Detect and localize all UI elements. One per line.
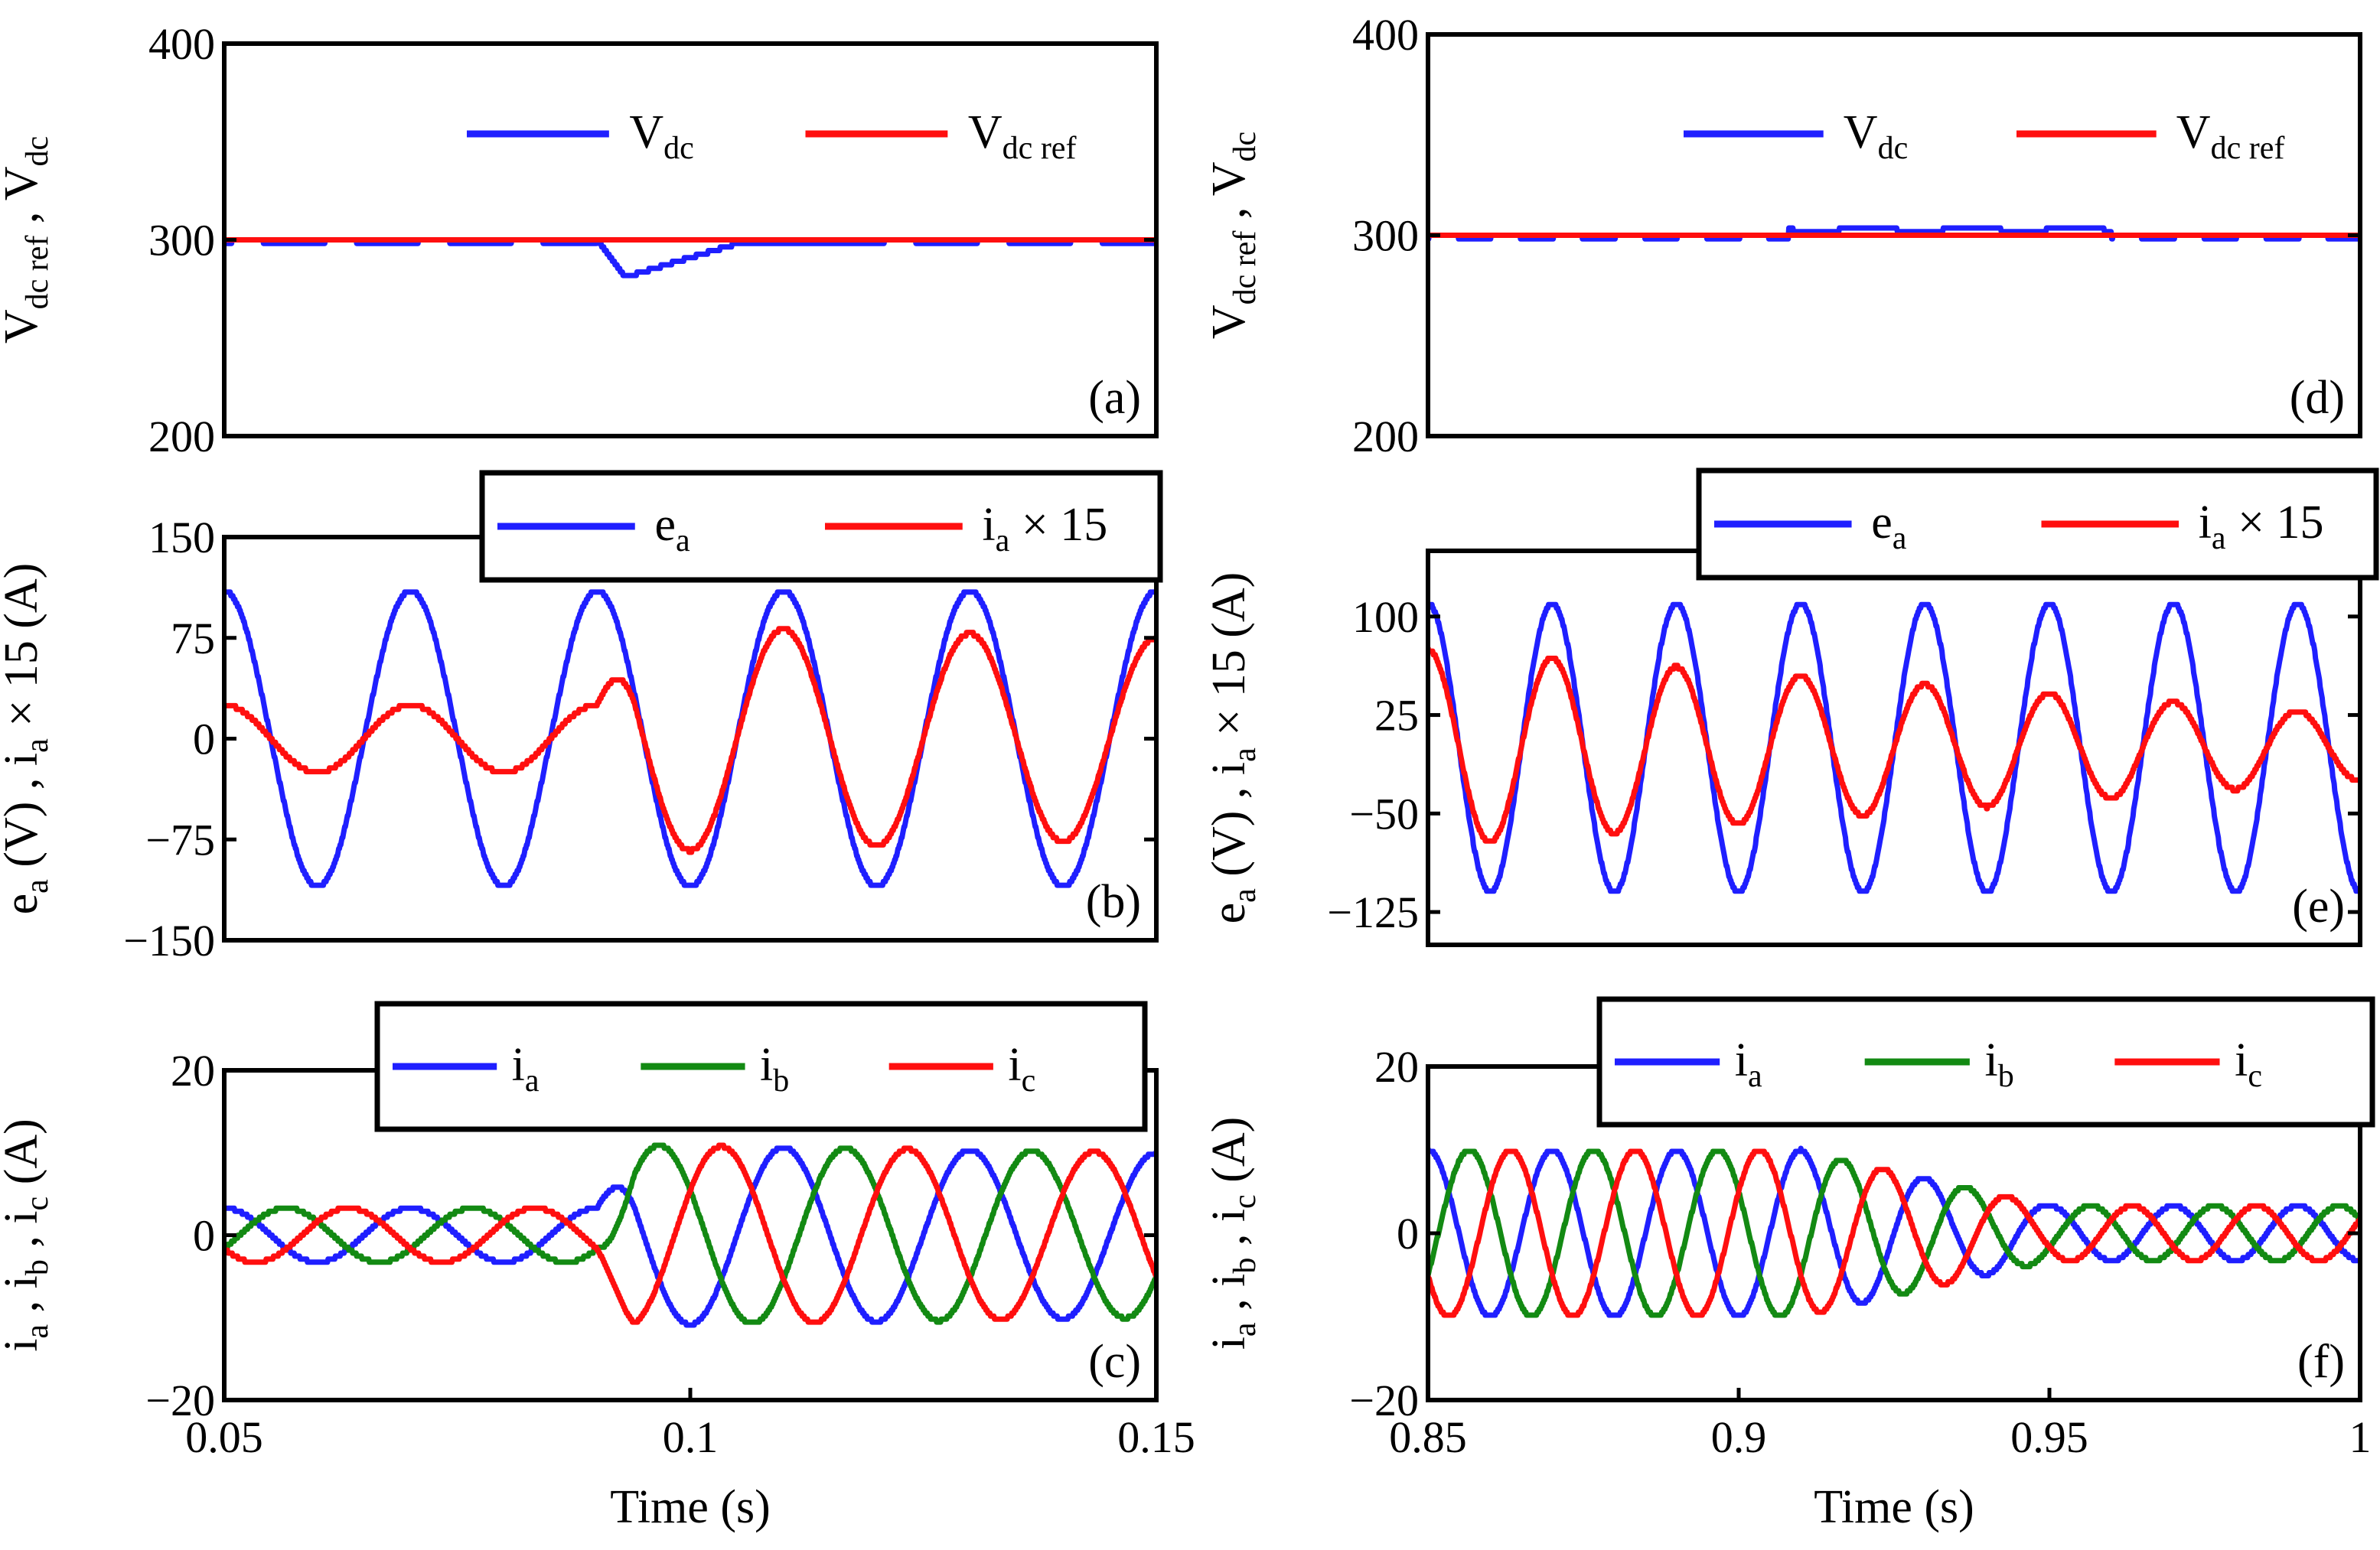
panel-label: (c) bbox=[1088, 1336, 1141, 1388]
series-line-f-ic bbox=[1428, 1148, 2360, 1318]
y-tick-label: 150 bbox=[148, 513, 215, 562]
legend-entry: ea bbox=[654, 499, 690, 558]
y-tick-label: 0 bbox=[193, 715, 215, 764]
y-axis-label: ia , ib , ic (A) bbox=[0, 1119, 55, 1352]
x-tick-label: 0.1 bbox=[663, 1412, 719, 1462]
panel-label: (e) bbox=[2292, 881, 2345, 933]
y-tick-label: 0 bbox=[193, 1211, 215, 1261]
legend-entry: ea bbox=[1871, 497, 1907, 556]
panel-label: (f) bbox=[2297, 1336, 2345, 1388]
x-tick-label: 0.85 bbox=[1389, 1412, 1467, 1462]
series-line-b-ia bbox=[224, 626, 1156, 855]
legend-entry: ia × 15 bbox=[982, 499, 1107, 558]
y-axis-label: Vdc ref , Vdc bbox=[0, 136, 55, 344]
panel-label: (d) bbox=[2290, 372, 2345, 424]
legend-entry: Vdc ref bbox=[968, 106, 1077, 166]
y-tick-label: −125 bbox=[1327, 887, 1419, 937]
y-tick-label: 200 bbox=[1352, 412, 1419, 461]
legend-box bbox=[374, 1001, 1148, 1132]
y-tick-label: −75 bbox=[145, 815, 215, 865]
y-tick-label: −50 bbox=[1349, 789, 1419, 838]
y-axis-label: ia , ib , ic (A) bbox=[1203, 1117, 1263, 1350]
panel-c: −20 0 20 0.05 0.1 0.15 Time (s) ia , ib , ic (A… bbox=[0, 1001, 1195, 1533]
series-line-f-ia bbox=[1428, 1145, 2360, 1318]
series-line-c-ia bbox=[224, 1145, 1156, 1328]
series-line-d-Vdc bbox=[1428, 225, 2360, 242]
x-tick-label: 0.9 bbox=[1711, 1412, 1767, 1462]
legend-entry: ic bbox=[1008, 1039, 1035, 1099]
y-tick-label: 20 bbox=[171, 1046, 215, 1096]
panel-label: (a) bbox=[1088, 372, 1141, 424]
series-line-c-ic bbox=[224, 1142, 1156, 1325]
y-tick-label: −150 bbox=[123, 916, 215, 965]
legend-box bbox=[1596, 996, 2375, 1128]
x-tick-label: 1 bbox=[2349, 1412, 2372, 1462]
x-axis-label: Time (s) bbox=[1814, 1481, 1974, 1533]
y-tick-label: 300 bbox=[1352, 211, 1419, 261]
panel-f: −20 0 20 0.85 0.9 0.95 1 Time (s) ia , ib , ic (… bbox=[1203, 996, 2375, 1533]
y-tick-label: 400 bbox=[1352, 10, 1419, 60]
x-tick-label: 0.15 bbox=[1117, 1412, 1195, 1462]
y-axis-label: ea (V) , ia × 15 (A) bbox=[1203, 572, 1263, 924]
y-tick-label: 25 bbox=[1374, 691, 1419, 741]
panel-e: −125 −50 25 100 ea (V) , ia × 15 (A) (e) ea ia … bbox=[1203, 467, 2379, 947]
legend-entry: ia bbox=[512, 1039, 540, 1099]
y-tick-label: 400 bbox=[148, 19, 215, 69]
y-tick-label: 200 bbox=[148, 412, 215, 461]
legend-entry: Vdc bbox=[1844, 106, 1908, 166]
panel-b: −150 −75 0 75 150 ea (V) , ia × 15 (A) (b) ea ia… bbox=[0, 470, 1163, 965]
legend-entry: ib bbox=[760, 1039, 789, 1099]
y-axis-label: Vdc ref , Vdc bbox=[1203, 132, 1263, 339]
y-tick-label: 75 bbox=[171, 614, 215, 663]
legend-entry: ib bbox=[1984, 1034, 2013, 1094]
series-line-e-ia bbox=[1428, 646, 2360, 844]
legend-entry: ic bbox=[2235, 1034, 2262, 1094]
series-line-a-Vdc bbox=[224, 237, 1156, 278]
series-line-f-ib bbox=[1428, 1148, 2360, 1318]
y-tick-label: −20 bbox=[1349, 1376, 1419, 1425]
y-tick-label: −20 bbox=[145, 1376, 215, 1425]
legend-entry: Vdc bbox=[629, 106, 693, 166]
y-tick-label: 0 bbox=[1397, 1209, 1419, 1259]
legend-entry: ia bbox=[1735, 1034, 1762, 1094]
x-axis-label: Time (s) bbox=[610, 1481, 771, 1533]
panel-d: 200 300 400 Vdc ref , Vdc (d) Vdc Vdc ref bbox=[1203, 10, 2362, 461]
y-tick-label: 20 bbox=[1374, 1042, 1419, 1092]
series-line-b-ea bbox=[224, 589, 1156, 888]
y-tick-label: 100 bbox=[1352, 592, 1419, 642]
legend-entry: Vdc ref bbox=[2176, 106, 2285, 166]
panel-label: (b) bbox=[1086, 876, 1141, 928]
panel-a: 200 300 400 Vdc ref , Vdc (a) Vdc Vdc ref bbox=[0, 19, 1159, 461]
y-tick-label: 300 bbox=[148, 216, 215, 265]
x-tick-label: 0.95 bbox=[2010, 1412, 2088, 1462]
y-axis-label: ea (V) , ia × 15 (A) bbox=[0, 563, 55, 915]
x-tick-label: 0.05 bbox=[185, 1412, 263, 1462]
legend-entry: ia × 15 bbox=[2199, 497, 2324, 556]
